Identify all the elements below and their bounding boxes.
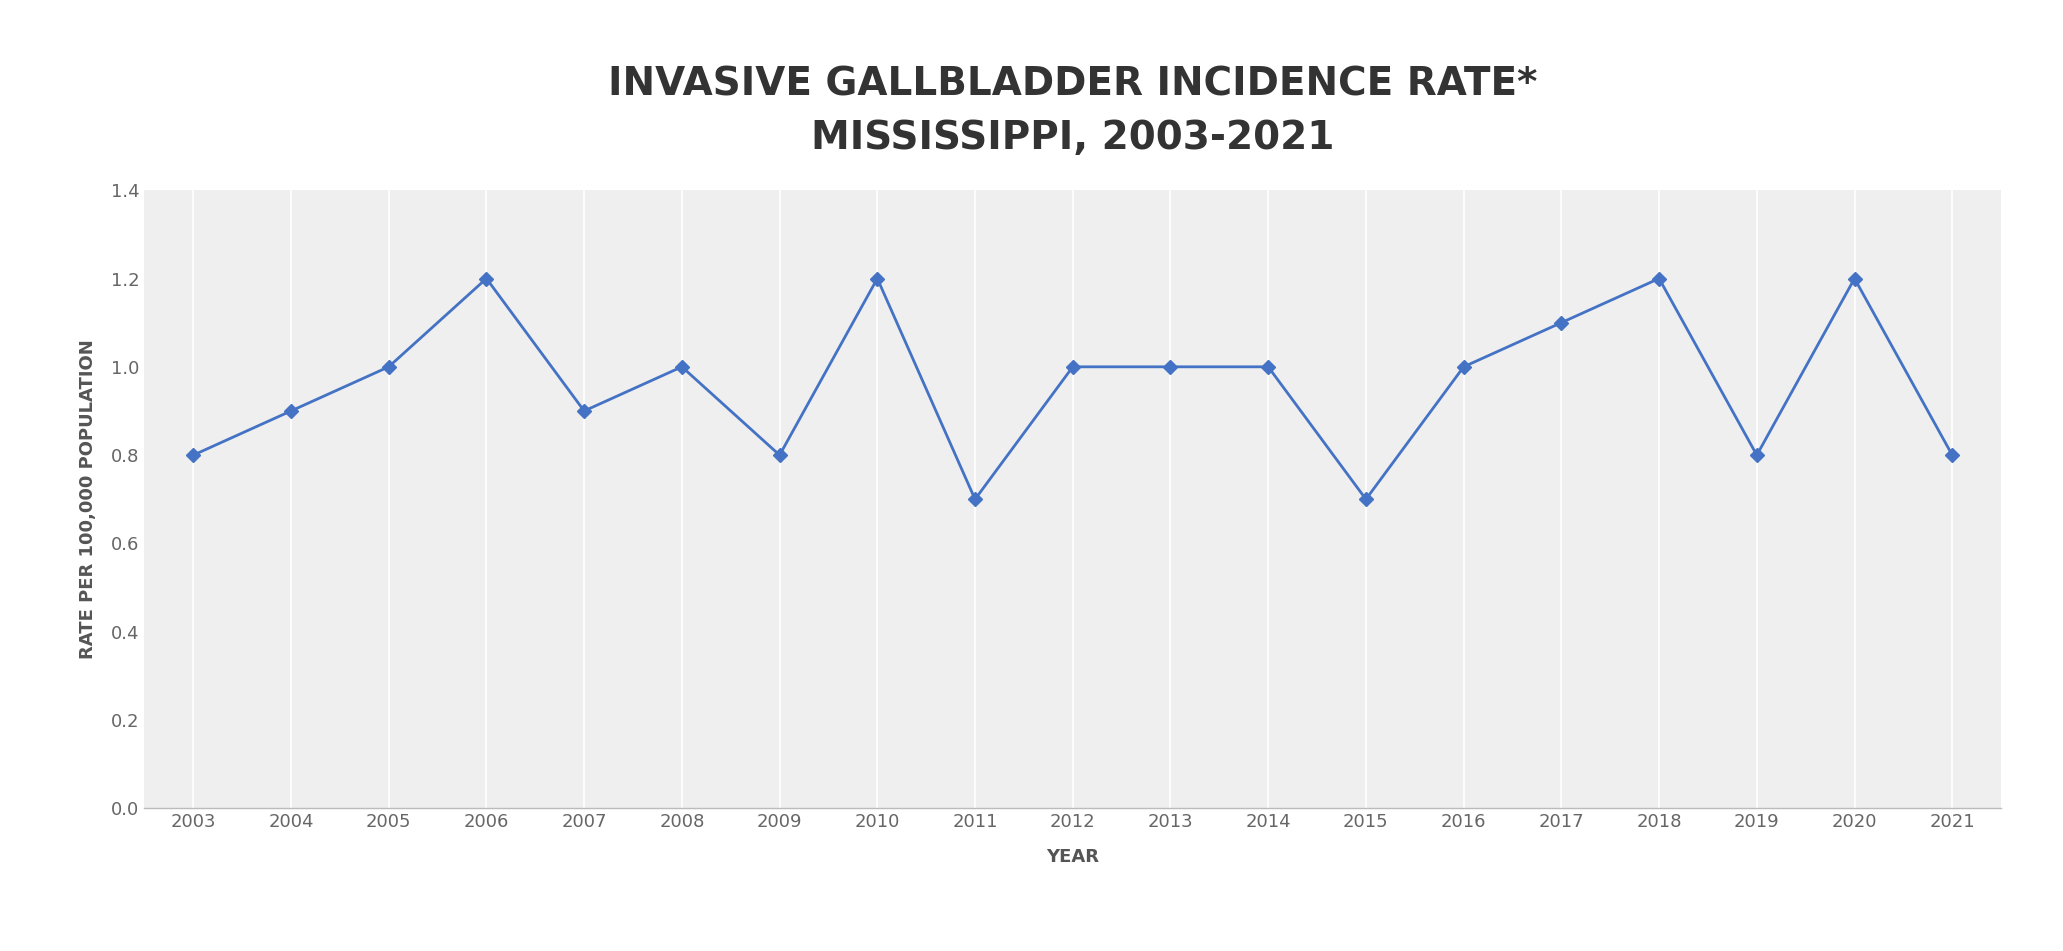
Title: INVASIVE GALLBLADDER INCIDENCE RATE*
MISSISSIPPI, 2003-2021: INVASIVE GALLBLADDER INCIDENCE RATE* MIS… [609, 66, 1537, 157]
Y-axis label: RATE PER 100,000 POPULATION: RATE PER 100,000 POPULATION [78, 340, 97, 659]
X-axis label: YEAR: YEAR [1046, 848, 1100, 865]
